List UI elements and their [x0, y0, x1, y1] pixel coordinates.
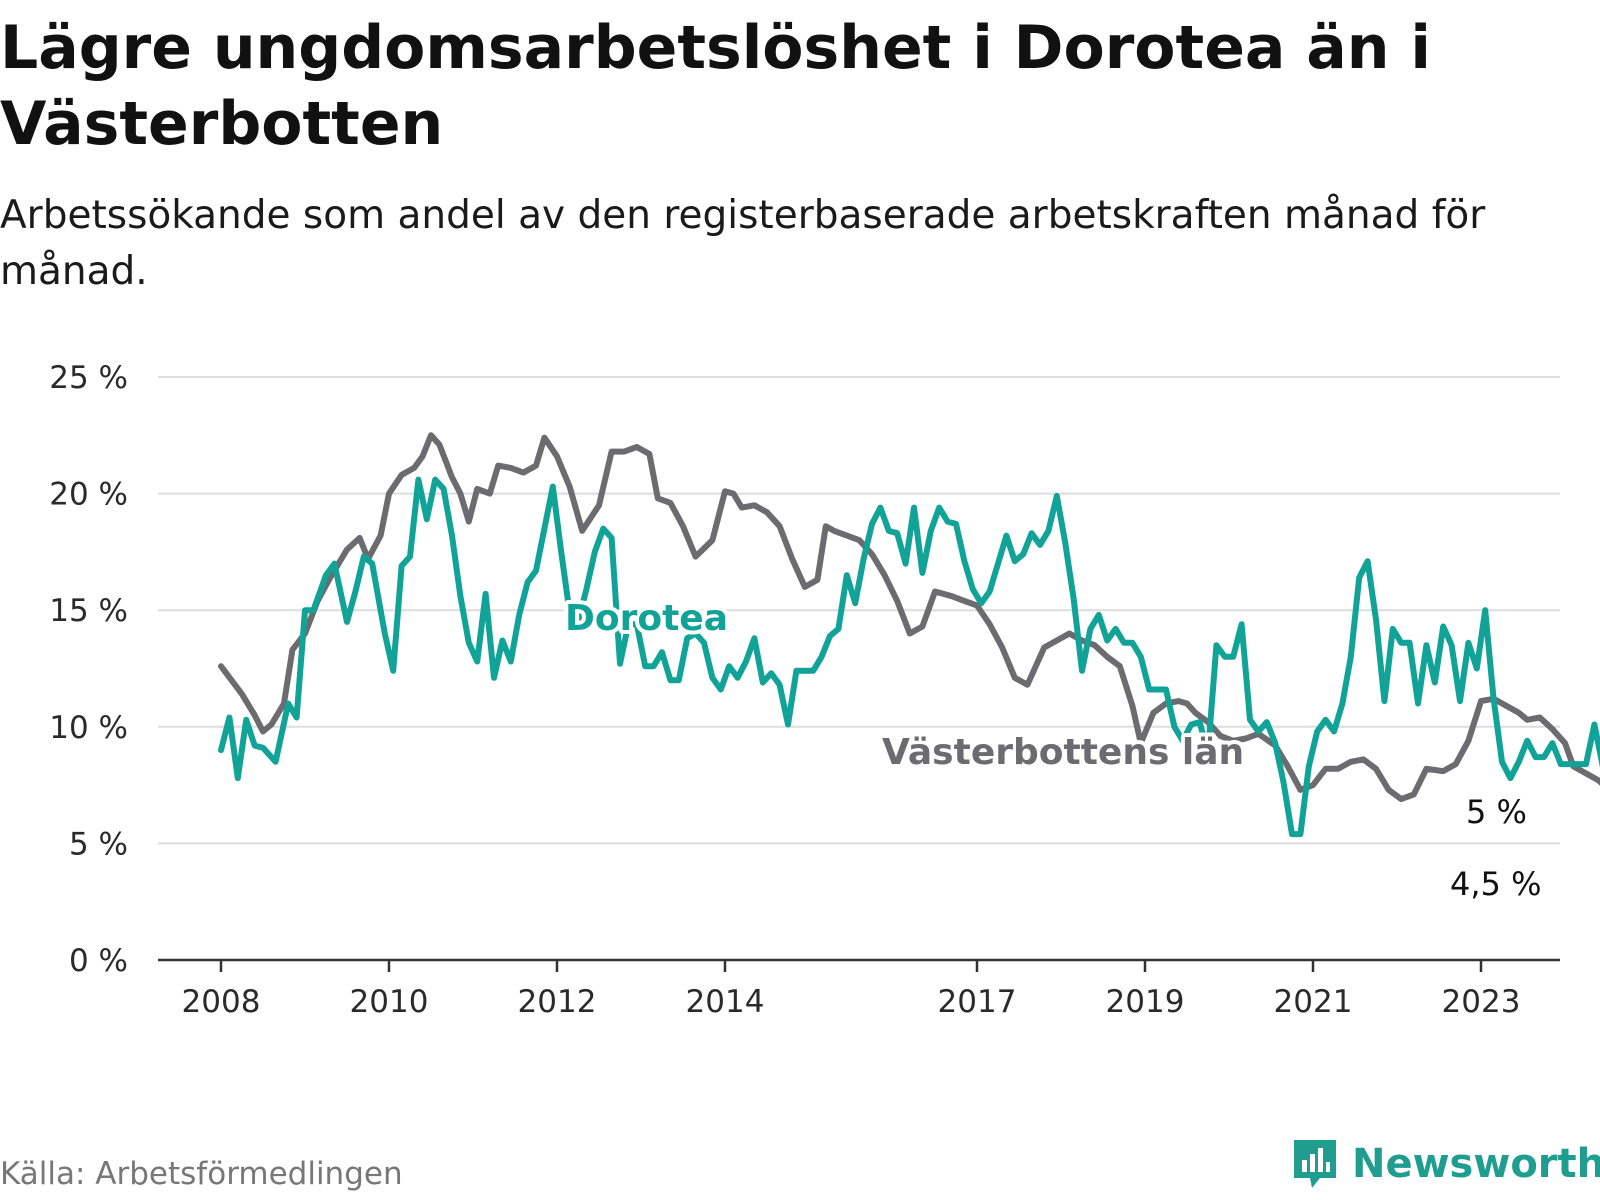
series-line-vasterbotten	[218, 432, 1600, 803]
gridlines	[158, 376, 1560, 845]
source-note: Källa: Arbetsförmedlingen	[0, 1156, 403, 1192]
chart-title: Lägre ungdomsarbetslöshet i Dorotea än i…	[0, 13, 1431, 159]
x-tick-label: 2019	[1106, 984, 1185, 1020]
series-label-dorotea: Dorotea	[565, 598, 728, 639]
x-tick-label: 2014	[686, 984, 765, 1020]
y-tick-label: 20 %	[49, 477, 128, 513]
x-tick-label: 2012	[518, 984, 597, 1020]
newsworthy-logo-icon	[1294, 1140, 1336, 1188]
brand-name: Newsworthy	[1352, 1141, 1600, 1187]
series-labels: Dorotea Västerbottens län 5 % 4,5 %	[561, 594, 1544, 906]
chart-subtitle: Arbetssökande som andel av den registerb…	[0, 193, 1486, 294]
x-tick-label: 2021	[1274, 984, 1353, 1020]
series-lines	[218, 432, 1600, 838]
y-tick-label: 15 %	[49, 593, 128, 629]
x-tick-label: 2008	[182, 984, 261, 1020]
y-tick-label: 10 %	[49, 710, 128, 746]
y-tick-label: 0 %	[69, 943, 128, 979]
x-tick-label: 2017	[938, 984, 1017, 1020]
end-label-vasterbotten: 5 %	[1466, 793, 1527, 831]
axes: 0 % 5 % 10 % 15 % 20 % 25 % 2008 2010 2012 2014 20…	[49, 360, 1560, 1020]
brand-logo[interactable]: Newsworthy	[1290, 1138, 1600, 1190]
series-line-dorotea	[218, 476, 1600, 838]
x-tick-label: 2010	[350, 984, 429, 1020]
series-label-vasterbotten: Västerbottens län	[882, 732, 1244, 773]
y-tick-label: 5 %	[69, 826, 128, 862]
end-label-dorotea: 4,5 %	[1450, 865, 1541, 903]
x-tick-label: 2023	[1442, 984, 1521, 1020]
y-tick-label: 25 %	[49, 360, 128, 396]
